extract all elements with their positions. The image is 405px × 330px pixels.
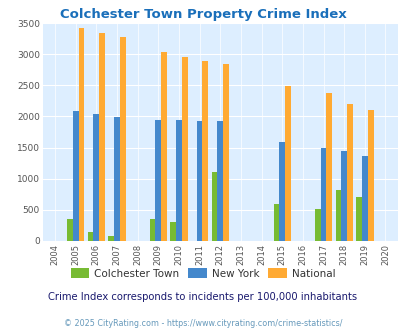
Bar	[202, 61, 208, 241]
Bar	[367, 110, 373, 241]
Bar	[223, 64, 228, 241]
Bar	[196, 121, 202, 241]
Bar	[79, 28, 84, 241]
Bar	[72, 111, 79, 241]
Bar	[93, 114, 99, 241]
Bar	[279, 142, 284, 241]
Bar	[67, 219, 72, 241]
Bar	[99, 33, 105, 241]
Bar	[273, 204, 279, 241]
Bar	[346, 104, 352, 241]
Text: © 2025 CityRating.com - https://www.cityrating.com/crime-statistics/: © 2025 CityRating.com - https://www.city…	[64, 319, 341, 328]
Bar	[170, 222, 176, 241]
Bar	[335, 189, 341, 241]
Bar	[284, 86, 290, 241]
Bar	[355, 197, 361, 241]
Bar	[341, 151, 346, 241]
Bar	[217, 121, 223, 241]
Bar	[108, 236, 114, 241]
Legend: Colchester Town, New York, National: Colchester Town, New York, National	[66, 264, 339, 283]
Bar	[155, 120, 161, 241]
Bar	[87, 232, 93, 241]
Bar	[149, 219, 155, 241]
Text: Crime Index corresponds to incidents per 100,000 inhabitants: Crime Index corresponds to incidents per…	[48, 292, 357, 302]
Bar	[161, 52, 166, 241]
Bar	[320, 148, 326, 241]
Bar	[114, 117, 119, 241]
Bar	[176, 120, 181, 241]
Text: Colchester Town Property Crime Index: Colchester Town Property Crime Index	[60, 8, 345, 21]
Bar	[181, 57, 187, 241]
Bar	[119, 37, 126, 241]
Bar	[326, 93, 331, 241]
Bar	[314, 209, 320, 241]
Bar	[211, 173, 217, 241]
Bar	[361, 156, 367, 241]
